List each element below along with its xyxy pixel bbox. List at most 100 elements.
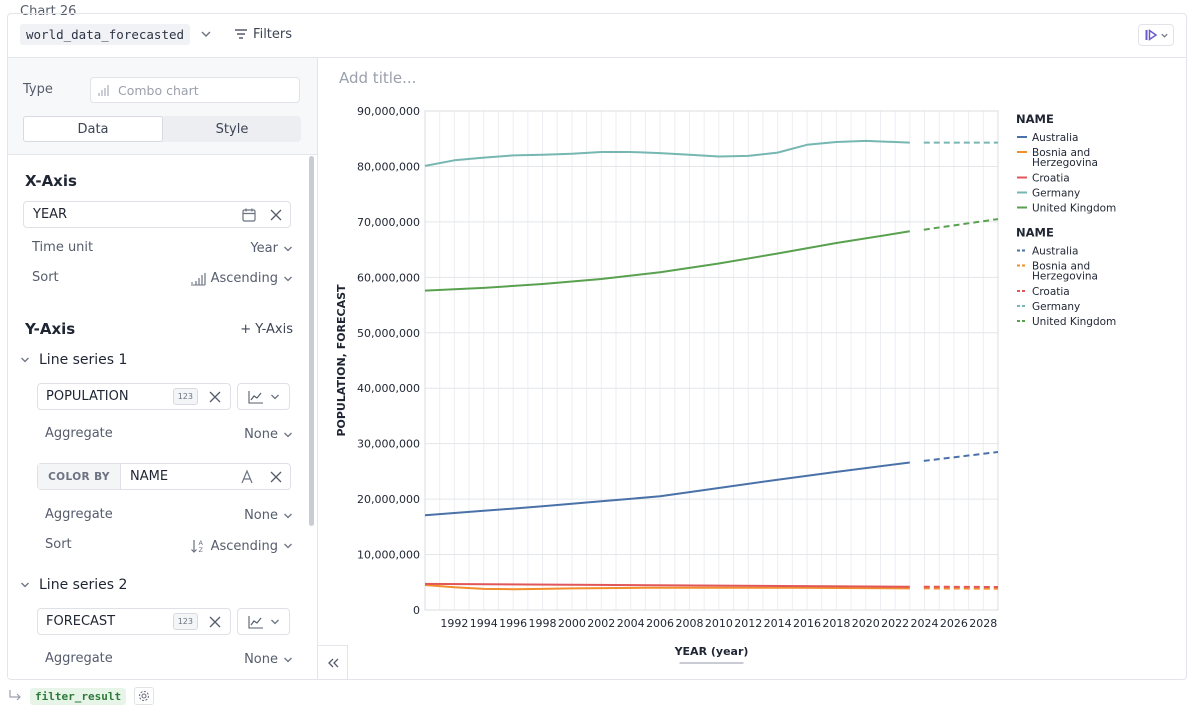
x-sort-select[interactable]: Ascending xyxy=(190,271,293,286)
config-tabs: Data Style xyxy=(23,116,301,142)
chevron-down-icon xyxy=(284,543,292,549)
config-scrollbar[interactable] xyxy=(309,156,314,526)
filters-label: Filters xyxy=(253,26,293,42)
chevron-down-icon xyxy=(284,432,292,437)
output-settings-button[interactable] xyxy=(134,687,155,705)
series-line-germany-population xyxy=(424,139,910,167)
color-by-value: NAME xyxy=(130,469,169,484)
line-chart-icon xyxy=(247,615,263,629)
series-line-united-kingdom-population xyxy=(424,230,910,292)
aggregate-value-3: None xyxy=(244,652,278,667)
output-variable[interactable]: filter_result xyxy=(30,687,127,705)
return-arrow-icon xyxy=(9,690,21,701)
time-unit-label: Time unit xyxy=(32,240,94,255)
x-tick-label: 2022 xyxy=(881,617,909,630)
add-y-axis-button[interactable]: + Y-Axis xyxy=(240,322,293,337)
series-line-croatia-population xyxy=(424,582,910,588)
chart-title-input[interactable]: Add title... xyxy=(339,69,417,87)
text-type-icon xyxy=(241,468,253,483)
tab-data[interactable]: Data xyxy=(23,116,163,142)
tab-style[interactable]: Style xyxy=(215,121,249,137)
x-tick-label: 2016 xyxy=(793,617,821,630)
x-sort-label: Sort xyxy=(32,270,59,285)
filter-icon xyxy=(235,29,248,39)
chevron-down-icon xyxy=(21,582,29,588)
x-tick-label: 2028 xyxy=(969,617,997,630)
cell-title: Chart 26 xyxy=(20,4,77,19)
close-icon[interactable] xyxy=(269,208,283,222)
numeric-type-badge: 123 xyxy=(172,613,198,630)
cell-toolbar: world_data_forecasted Filters xyxy=(20,22,292,46)
double-chevron-left-icon xyxy=(327,658,338,667)
cell-output: filter_result xyxy=(8,686,155,706)
y-sort-label: Sort xyxy=(45,537,72,552)
forecast-field-value: FORECAST xyxy=(46,614,116,629)
time-unit-select[interactable]: Year xyxy=(250,241,293,256)
color-by-field[interactable]: COLOR BY NAME xyxy=(37,463,291,490)
series-1-chart-type[interactable] xyxy=(237,383,290,410)
svg-text:Z: Z xyxy=(198,546,203,554)
y-tick-label: 40,000,000 xyxy=(357,382,420,395)
close-icon[interactable] xyxy=(269,470,283,484)
calendar-icon[interactable] xyxy=(241,207,257,223)
aggregate-select-3[interactable]: None xyxy=(244,652,293,667)
svg-text:A: A xyxy=(198,539,203,547)
y-tick-label: 10,000,000 xyxy=(357,549,420,562)
chart-type-selector[interactable]: Combo chart xyxy=(90,77,300,103)
x-tick-label: 2012 xyxy=(734,617,762,630)
legend-label: Herzegovina xyxy=(1032,157,1098,169)
toolbar-divider xyxy=(8,57,1186,58)
aggregate-select-2[interactable]: None xyxy=(244,508,293,523)
collapse-panel-button[interactable] xyxy=(318,645,348,679)
y-tick-label: 20,000,000 xyxy=(357,493,420,506)
color-by-tag: COLOR BY xyxy=(38,464,121,489)
legend-label: Croatia xyxy=(1032,286,1070,298)
x-tick-label: 2010 xyxy=(705,617,733,630)
y-tick-label: 30,000,000 xyxy=(357,438,420,451)
x-tick-label: 2000 xyxy=(558,617,586,630)
close-icon[interactable] xyxy=(208,615,222,629)
legend-label: Bosnia and xyxy=(1032,261,1090,273)
chevron-down-icon xyxy=(270,394,279,399)
aggregate-value: None xyxy=(244,427,278,442)
y-axis-title: POPULATION, FORECAST xyxy=(335,284,348,437)
y-tick-label: 90,000,000 xyxy=(357,105,420,118)
series-2-chart-type[interactable] xyxy=(237,608,290,635)
close-icon[interactable] xyxy=(208,390,222,404)
line-chart: 0 10,000,000 20,000,000 30,000,000 40,000,00… xyxy=(335,105,1116,664)
chevron-down-icon xyxy=(1160,33,1168,38)
aggregate-select[interactable]: None xyxy=(244,427,293,442)
forecast-field[interactable]: FORECAST 123 xyxy=(37,608,231,635)
numeric-type-badge: 123 xyxy=(172,388,198,405)
population-field-value: POPULATION xyxy=(46,389,129,404)
chevron-down-icon xyxy=(284,513,292,518)
y-tick-label: 80,000,000 xyxy=(357,160,420,173)
line-series-2-header[interactable]: Line series 2 xyxy=(20,577,127,593)
filters-button[interactable]: Filters xyxy=(234,27,292,42)
legend-label: Germany xyxy=(1032,301,1080,313)
chevron-down-icon[interactable] xyxy=(200,28,212,40)
x-axis-title: X-Axis xyxy=(25,172,77,190)
population-field[interactable]: POPULATION 123 xyxy=(37,383,231,410)
x-axis-field-value: YEAR xyxy=(33,207,68,222)
present-icon xyxy=(1145,29,1157,41)
bar-chart-icon xyxy=(98,85,109,96)
x-axis-field[interactable]: YEAR xyxy=(23,201,291,228)
config-scroll-area: X-Axis YEAR Time unit Year Sort Ascendin… xyxy=(8,154,317,678)
legend-title: NAME xyxy=(1016,226,1054,240)
line-series-1-header[interactable]: Line series 1 xyxy=(20,352,127,368)
chevron-down-icon xyxy=(21,357,29,363)
aggregate-label-2: Aggregate xyxy=(45,507,113,522)
chevron-down-icon xyxy=(284,246,292,251)
y-tick-label: 50,000,000 xyxy=(357,327,420,340)
plot-border xyxy=(424,110,999,611)
aggregate-label-3: Aggregate xyxy=(45,651,113,666)
y-tick-label: 0 xyxy=(413,604,420,617)
x-tick-label: 2002 xyxy=(587,617,615,630)
dataset-selector[interactable]: world_data_forecasted xyxy=(20,23,191,45)
x-tick-label: 2024 xyxy=(911,617,939,630)
run-button[interactable] xyxy=(1138,24,1174,46)
type-label: Type xyxy=(23,82,53,97)
y-tick-label: 70,000,000 xyxy=(357,216,420,229)
